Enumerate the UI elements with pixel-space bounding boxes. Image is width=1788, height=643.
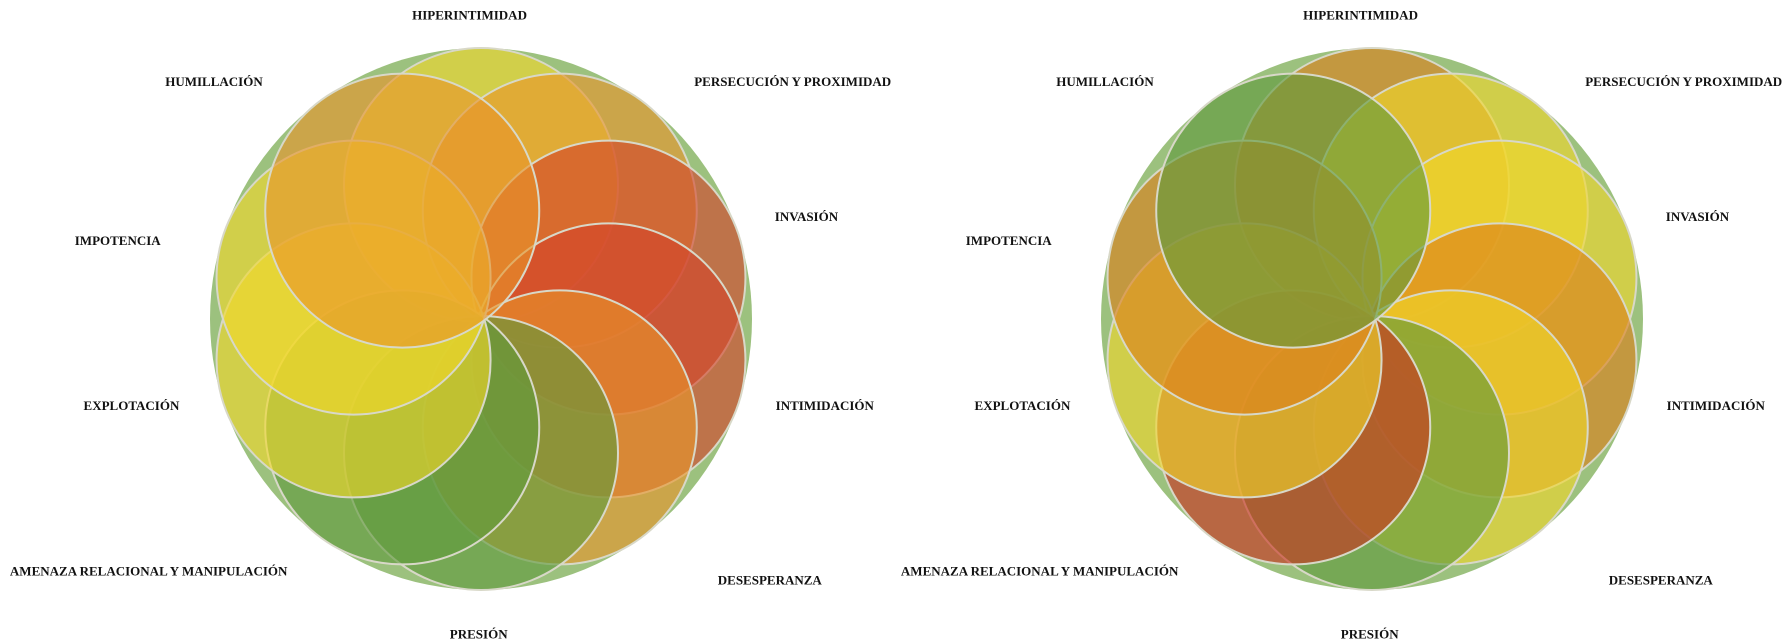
petal-label: IMPOTENCIA [966, 233, 1053, 248]
rosette [210, 47, 752, 591]
petal-label: HIPERINTIMIDAD [412, 7, 527, 22]
petal [264, 72, 541, 349]
petal-label: HUMILLACIÓN [165, 74, 263, 89]
petal-label: INTIMIDACIÓN [776, 398, 875, 413]
petal-label: HIPERINTIMIDAD [1303, 7, 1418, 22]
petal-label: INTIMIDACIÓN [1667, 398, 1766, 413]
rosette [1101, 47, 1643, 591]
petal-label: PRESIÓN [1341, 626, 1399, 641]
petal-label: HUMILLACIÓN [1056, 74, 1154, 89]
petal-label: INVASIÓN [775, 209, 839, 224]
petal-label: AMENAZA RELACIONAL Y MANIPULACIÓN [10, 563, 288, 578]
petal-label: IMPOTENCIA [75, 233, 162, 248]
petal [1155, 72, 1432, 349]
petal-label: PERSECUCIÓN Y PROXIMIDAD [1585, 74, 1782, 89]
petal-label: INVASIÓN [1666, 209, 1730, 224]
petal-label: EXPLOTACIÓN [84, 398, 180, 413]
petal-label: AMENAZA RELACIONAL Y MANIPULACIÓN [901, 563, 1179, 578]
petal-label: DESESPERANZA [718, 572, 823, 587]
petal-label: PERSECUCIÓN Y PROXIMIDAD [694, 74, 891, 89]
petal-label: EXPLOTACIÓN [975, 398, 1071, 413]
petal-label: DESESPERANZA [1609, 572, 1714, 587]
petal-label: PRESIÓN [450, 626, 508, 641]
